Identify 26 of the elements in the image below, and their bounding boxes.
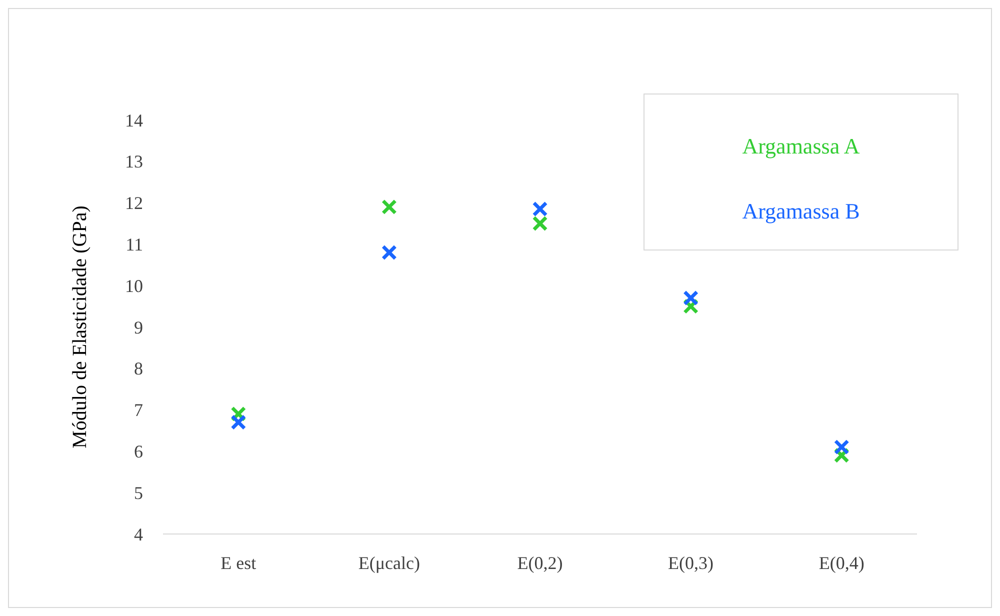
x-tick-label: E(0,4) — [818, 553, 864, 573]
point — [683, 290, 699, 306]
y-tick-label: 8 — [134, 358, 143, 379]
y-tick-label: 14 — [125, 110, 143, 130]
y-tick-label: 4 — [134, 524, 143, 544]
y-tick-label: 7 — [134, 400, 143, 420]
y-tick-label: 12 — [125, 193, 143, 214]
point — [230, 414, 246, 430]
text: Argamassa B — [742, 198, 860, 224]
y-tick-label: 9 — [134, 317, 143, 338]
y-tick-label: 5 — [134, 482, 143, 503]
point — [532, 201, 548, 217]
y-tick-label: 10 — [125, 276, 143, 296]
y-axis-title: Módulo de Elasticidade (GPa) — [69, 206, 91, 448]
x-tick-label: E(0,3) — [668, 553, 714, 573]
text: Argamassa A — [742, 134, 860, 159]
point — [532, 216, 548, 232]
point — [381, 244, 397, 260]
y-tick-label: 13 — [125, 152, 143, 172]
point — [381, 199, 397, 215]
y-tick-label: 6 — [134, 442, 143, 462]
point — [834, 439, 850, 455]
x-tick-label: E(0,2) — [517, 553, 563, 573]
y-tick-label: 11 — [126, 234, 143, 254]
x-tick-label: E(μcalc) — [358, 553, 420, 573]
x-tick-label: E est — [220, 553, 256, 573]
